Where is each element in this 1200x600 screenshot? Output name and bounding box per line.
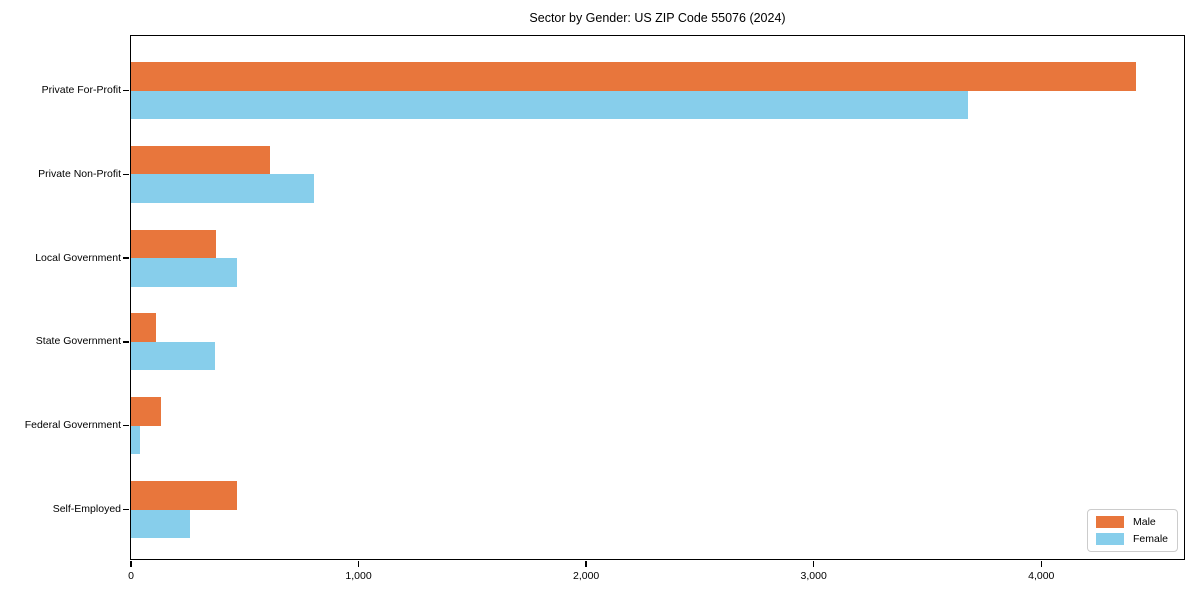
y-axis-tick [123, 257, 130, 259]
chart-title: Sector by Gender: US ZIP Code 55076 (202… [529, 11, 786, 25]
y-axis-category-label: Private Non-Profit [38, 167, 121, 180]
bar-male-state-government [131, 313, 157, 342]
legend-item-female: Female [1095, 533, 1168, 545]
bar-female-private-non-profit [131, 174, 315, 203]
legend-swatch-male-icon [1095, 516, 1124, 528]
x-axis-tick-label: 3,000 [800, 570, 827, 582]
y-axis-category-label: Self-Employed [52, 503, 121, 515]
y-axis-tick [123, 89, 130, 92]
x-axis-tick [357, 560, 360, 567]
x-axis-tick [585, 560, 587, 567]
bar-male-self-employed [131, 481, 237, 510]
x-axis-tick-label: 2,000 [572, 570, 600, 582]
bar-male-private-for-profit [131, 62, 1136, 91]
legend-label-female: Female [1132, 533, 1168, 545]
y-axis-category-label: Local Government [35, 251, 121, 264]
bar-female-state-government [131, 341, 216, 371]
bar-female-local-government [131, 258, 237, 287]
y-axis-category-label: Federal Government [24, 419, 121, 432]
x-axis-tick [1040, 560, 1042, 567]
x-axis-tick [813, 560, 815, 567]
x-axis-tick-label: 0 [128, 570, 134, 582]
y-axis-category-label: State Government [35, 335, 121, 348]
bar-female-self-employed [131, 509, 191, 538]
y-axis-tick [123, 341, 130, 343]
legend-item-male: Male [1095, 516, 1168, 528]
y-axis-category-label: Private For-Profit [41, 84, 121, 96]
bar-male-federal-government [131, 397, 161, 426]
legend: Male Female [1086, 509, 1178, 552]
x-axis-tick [130, 560, 132, 567]
y-axis-tick [123, 425, 130, 427]
x-axis-tick-label: 4,000 [1028, 570, 1055, 582]
bar-male-local-government [131, 229, 217, 259]
x-axis-tick-label: 1,000 [345, 570, 372, 582]
legend-swatch-female-icon [1095, 533, 1124, 545]
legend-label-male: Male [1132, 516, 1156, 528]
y-axis-tick [123, 173, 130, 175]
bar-female-federal-government [131, 425, 141, 455]
bar-male-private-non-profit [131, 145, 270, 175]
y-axis-tick [123, 508, 130, 511]
bar-female-private-for-profit [131, 90, 969, 119]
plot-area: Male Female Private For-Profit Private No… [25, 35, 1185, 582]
